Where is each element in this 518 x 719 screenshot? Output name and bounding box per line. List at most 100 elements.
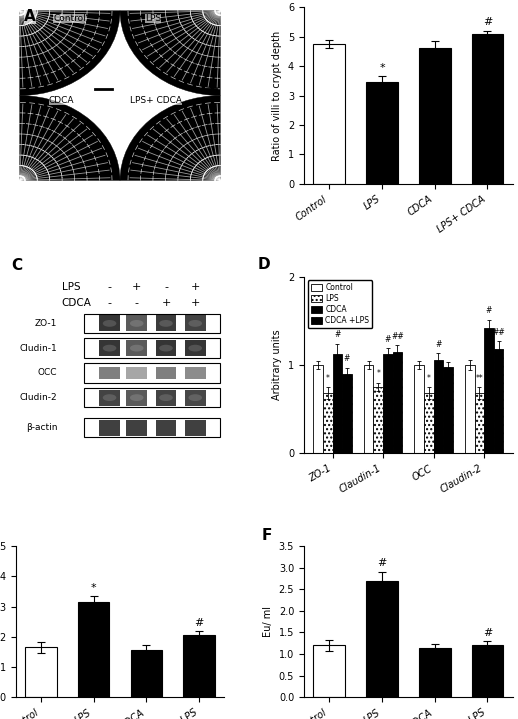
Y-axis label: Arbitrary units: Arbitrary units <box>272 329 282 400</box>
Bar <box>78 602 109 697</box>
Bar <box>419 648 451 697</box>
Ellipse shape <box>103 394 117 401</box>
Text: -: - <box>164 282 168 292</box>
Y-axis label: Eu/ ml: Eu/ ml <box>263 606 273 637</box>
Text: +: + <box>132 282 141 292</box>
Text: *: * <box>427 374 431 383</box>
Bar <box>126 367 147 379</box>
Text: #: # <box>435 340 441 349</box>
Text: +: + <box>191 282 200 292</box>
Bar <box>434 360 443 453</box>
Bar <box>472 34 503 184</box>
Text: #: # <box>344 354 350 363</box>
Bar <box>99 420 120 436</box>
Text: CDCA: CDCA <box>49 96 75 104</box>
Bar <box>443 367 453 453</box>
Text: LPS: LPS <box>62 282 80 292</box>
Bar <box>313 365 323 453</box>
Text: #: # <box>377 559 386 569</box>
Ellipse shape <box>189 344 202 352</box>
Text: B: B <box>272 0 284 3</box>
Bar <box>126 420 147 436</box>
Bar <box>131 651 162 697</box>
Bar <box>185 390 206 406</box>
Text: β-actin: β-actin <box>26 423 57 432</box>
Bar <box>84 388 220 408</box>
Ellipse shape <box>159 320 173 327</box>
Text: *: * <box>377 369 380 378</box>
Bar <box>99 390 120 406</box>
Text: #: # <box>483 17 492 27</box>
Bar <box>424 393 434 453</box>
Bar <box>494 349 503 453</box>
Bar <box>364 365 373 453</box>
Text: +: + <box>161 298 170 308</box>
Bar <box>185 340 206 356</box>
Bar <box>185 367 206 379</box>
Text: -: - <box>135 298 139 308</box>
Bar <box>99 367 120 379</box>
Text: *: * <box>326 374 330 383</box>
Text: D: D <box>258 257 270 273</box>
Text: LPS+ CDCA: LPS+ CDCA <box>131 96 182 104</box>
Bar <box>323 393 333 453</box>
Y-axis label: Ratio of villi to crypt depth: Ratio of villi to crypt depth <box>272 30 282 161</box>
Bar <box>185 316 206 331</box>
Bar <box>126 340 147 356</box>
Text: CDCA: CDCA <box>62 298 91 308</box>
Text: #: # <box>486 306 492 316</box>
Text: LPS: LPS <box>145 14 161 23</box>
Legend: Control, LPS, CDCA, CDCA +LPS: Control, LPS, CDCA, CDCA +LPS <box>308 280 372 328</box>
Text: Control: Control <box>53 14 86 23</box>
Ellipse shape <box>189 320 202 327</box>
Text: +: + <box>191 298 200 308</box>
Bar <box>84 339 220 358</box>
Bar <box>155 420 177 436</box>
Text: C: C <box>11 258 22 273</box>
Bar <box>474 393 484 453</box>
Text: A: A <box>24 9 36 24</box>
Bar <box>414 365 424 453</box>
Wedge shape <box>20 96 120 180</box>
Text: *: * <box>91 583 96 593</box>
Bar <box>313 44 345 184</box>
Ellipse shape <box>159 344 173 352</box>
Ellipse shape <box>130 344 143 352</box>
Bar <box>366 580 398 697</box>
Bar <box>472 646 503 697</box>
Bar <box>183 636 215 697</box>
Ellipse shape <box>130 320 143 327</box>
Text: #: # <box>483 628 492 638</box>
Ellipse shape <box>103 320 117 327</box>
Text: -: - <box>108 282 111 292</box>
Ellipse shape <box>103 344 117 352</box>
Bar <box>419 48 451 184</box>
Bar <box>185 420 206 436</box>
Text: ##: ## <box>492 328 505 336</box>
Text: ZO-1: ZO-1 <box>35 319 57 328</box>
Text: #: # <box>194 618 204 628</box>
Bar <box>465 365 474 453</box>
Text: F: F <box>262 528 272 543</box>
Text: *: * <box>379 63 385 73</box>
Bar <box>333 354 342 453</box>
Bar <box>126 390 147 406</box>
Text: #: # <box>334 330 340 339</box>
Text: #: # <box>385 335 391 344</box>
Bar <box>366 82 398 184</box>
Text: Cludin-1: Cludin-1 <box>20 344 57 352</box>
Bar <box>126 316 147 331</box>
Text: ##: ## <box>391 332 404 341</box>
Bar <box>99 316 120 331</box>
Bar <box>99 340 120 356</box>
Text: -: - <box>108 298 111 308</box>
Bar <box>383 354 393 453</box>
Wedge shape <box>120 11 220 96</box>
Wedge shape <box>20 11 120 96</box>
Bar <box>84 313 220 333</box>
Text: Cludin-2: Cludin-2 <box>20 393 57 402</box>
Bar <box>84 418 220 437</box>
Wedge shape <box>120 96 220 180</box>
Ellipse shape <box>189 394 202 401</box>
Bar <box>84 363 220 383</box>
